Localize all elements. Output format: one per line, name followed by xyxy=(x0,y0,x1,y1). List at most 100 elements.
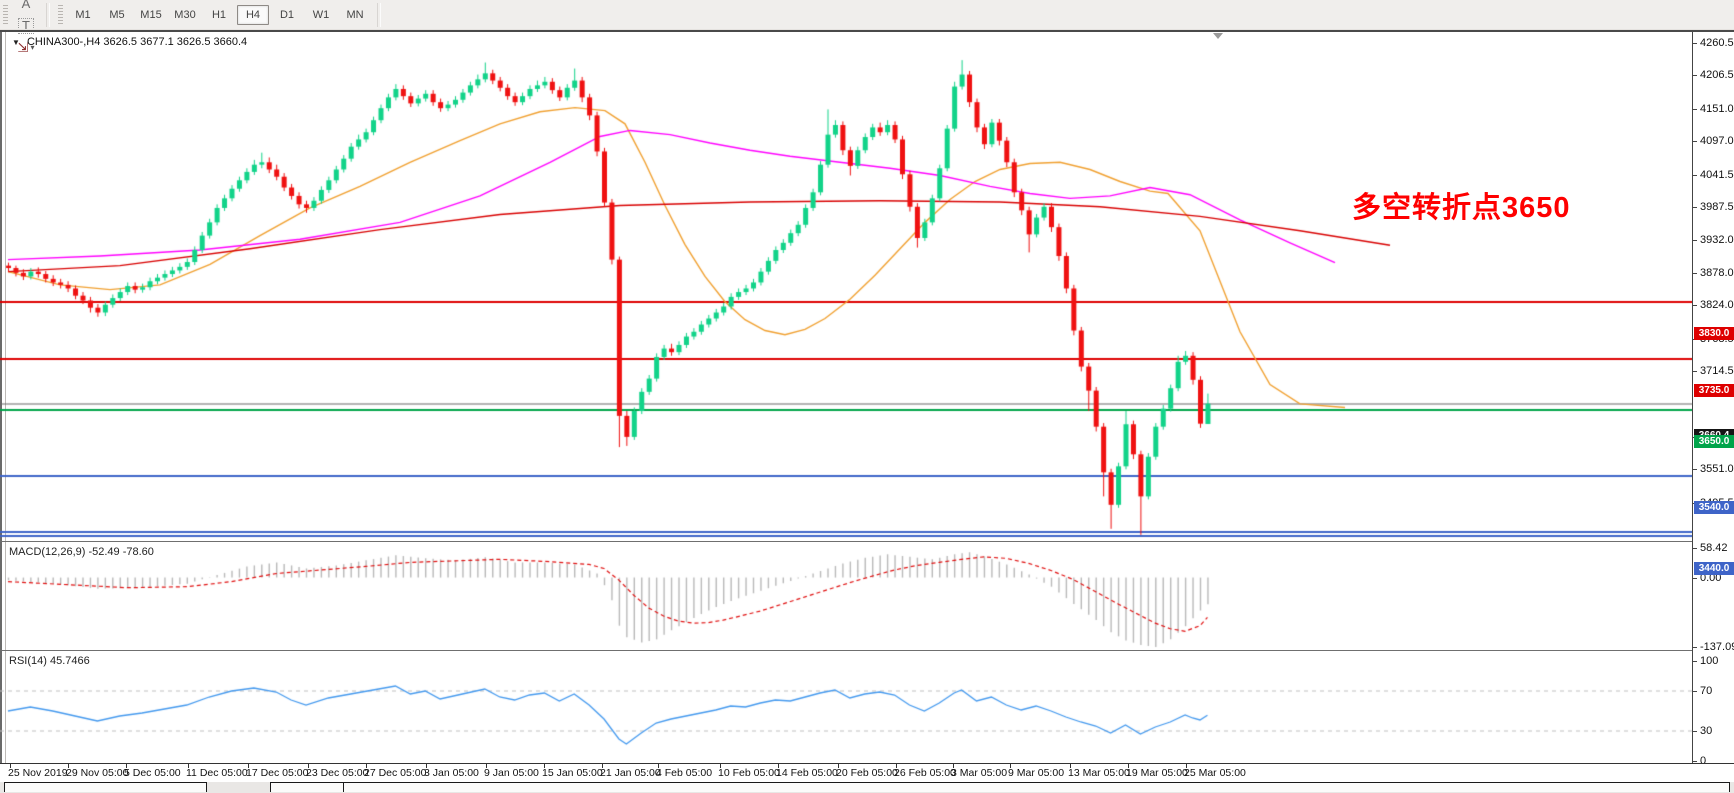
rsi-indicator-label: RSI(14) 45.7466 xyxy=(9,655,90,667)
time-tick-mark xyxy=(366,764,367,768)
time-label: 4 Feb 05:00 xyxy=(656,767,713,779)
timeframe-button-h4[interactable]: H4 xyxy=(237,4,269,25)
scale-tick-mark xyxy=(1693,577,1697,579)
rsi-panel-separator[interactable] xyxy=(0,650,1734,651)
rsi-indicator-chart[interactable] xyxy=(0,651,1692,763)
timeframe-button-h1[interactable]: H1 xyxy=(211,8,227,21)
time-tick-mark xyxy=(10,764,11,768)
time-label: 10 Feb 05:00 xyxy=(718,767,780,779)
time-tick-mark xyxy=(838,764,839,768)
time-tick-mark xyxy=(778,764,779,768)
timeframe-button-m5[interactable]: M5 xyxy=(109,8,125,21)
price-tick-label: 3714.5 xyxy=(1700,365,1734,378)
time-label: 9 Mar 05:00 xyxy=(1008,767,1065,779)
time-tick-mark xyxy=(126,764,127,768)
rsi-tick-label: 30 xyxy=(1700,725,1713,737)
macd-tick-label: 58.42 xyxy=(1700,542,1728,554)
price-tick-label: 4151.0 xyxy=(1700,102,1734,115)
time-tick-mark xyxy=(1128,764,1129,768)
macd-indicator-label: MACD(12,26,9) -52.49 -78.60 xyxy=(9,546,154,558)
time-label: 26 Feb 05:00 xyxy=(894,767,956,779)
chart-window-top-border xyxy=(0,29,1734,32)
macd-tick-label: -137.09 xyxy=(1700,641,1734,653)
price-tick-label: 3551.0 xyxy=(1700,463,1734,476)
scale-tick-mark xyxy=(1693,272,1697,274)
scale-tick-mark xyxy=(1693,548,1697,549)
time-label: 27 Dec 05:00 xyxy=(364,767,427,779)
timeframe-button-m15[interactable]: M15 xyxy=(140,8,162,21)
time-label: 21 Jan 05:00 xyxy=(600,767,661,779)
time-label: 17 Dec 05:00 xyxy=(246,767,309,779)
rsi-tick-label: 100 xyxy=(1700,655,1719,667)
scale-tick-mark xyxy=(1693,207,1697,209)
scale-tick-mark xyxy=(1693,43,1697,44)
rsi-tick-label: 70 xyxy=(1700,685,1713,697)
toolbar-drag-handle-2[interactable] xyxy=(58,4,63,25)
price-scale[interactable]: 4260.5 4206.5 4151.0 4097.0 4041.5 3987.5 3932… xyxy=(1692,32,1734,767)
time-label: 25 Mar 05:00 xyxy=(1184,767,1246,779)
time-tick-mark xyxy=(953,764,954,768)
scale-tick-mark xyxy=(1693,141,1697,143)
background-window-edge[interactable] xyxy=(4,782,207,792)
scale-tick-mark xyxy=(1693,691,1697,692)
scale-tick-mark xyxy=(1693,75,1697,77)
chart-symbol-timeframe: CHINA300-,H4 xyxy=(26,36,101,48)
time-label: 3 Jan 05:00 xyxy=(424,767,479,779)
scale-tick-mark xyxy=(1693,305,1697,307)
price-tick-label: 4206.5 xyxy=(1700,69,1734,82)
price-level-badge: 3650.0 xyxy=(1694,435,1734,449)
time-label: 29 Nov 05:00 xyxy=(66,767,129,779)
toolbar-separator xyxy=(46,2,50,27)
bottom-windows-strip xyxy=(0,782,1734,793)
symbol-dropdown-icon[interactable]: ▼ xyxy=(12,38,20,47)
timeframe-button-w1[interactable]: W1 xyxy=(312,8,330,21)
chart-shift-marker-icon[interactable] xyxy=(1213,33,1223,39)
price-tick-label: 4260.5 xyxy=(1700,37,1734,49)
price-tick-label: 4097.0 xyxy=(1700,135,1734,148)
toolbar-drag-handle[interactable] xyxy=(3,4,8,25)
time-label: 5 Dec 05:00 xyxy=(124,767,181,779)
time-label: 3 Mar 05:00 xyxy=(951,767,1008,779)
time-tick-mark xyxy=(658,764,659,768)
price-tick-label: 3824.0 xyxy=(1700,299,1734,312)
price-level-badge: 3540.0 xyxy=(1694,501,1734,515)
timeframe-button-d1[interactable]: D1 xyxy=(279,8,295,21)
price-level-badge: 3830.0 xyxy=(1694,327,1734,341)
rsi-tick-label: 0 xyxy=(1700,755,1707,767)
timeframe-button-m30[interactable]: M30 xyxy=(174,8,196,21)
time-tick-mark xyxy=(188,764,189,768)
price-level-badge: 3440.0 xyxy=(1694,561,1734,575)
chart-ohlc-values: 3626.5 3677.1 3626.5 3660.4 xyxy=(103,36,248,48)
time-tick-mark xyxy=(896,764,897,768)
time-scale[interactable]: 25 Nov 2019 29 Nov 05:00 5 Dec 05:00 11 Dec… xyxy=(0,763,1734,783)
time-label: 20 Feb 05:00 xyxy=(836,767,898,779)
time-tick-mark xyxy=(248,764,249,768)
time-tick-mark xyxy=(602,764,603,768)
scale-tick-mark xyxy=(1693,661,1697,662)
price-level-badge: 3735.0 xyxy=(1694,384,1734,398)
timeframe-button-m1[interactable]: M1 xyxy=(75,8,91,21)
chart-text-annotation: 多空转折点3650 xyxy=(1352,192,1571,224)
price-tick-label: 3987.5 xyxy=(1700,201,1734,214)
time-label: 19 Mar 05:00 xyxy=(1126,767,1188,779)
time-label: 25 Nov 2019 xyxy=(8,767,68,779)
scale-tick-mark xyxy=(1693,647,1697,648)
scale-tick-mark xyxy=(1693,469,1697,471)
time-label: 15 Jan 05:00 xyxy=(542,767,603,779)
main-price-chart[interactable] xyxy=(0,32,1692,541)
time-tick-mark xyxy=(544,764,545,768)
time-tick-mark xyxy=(1010,764,1011,768)
text-tool-icon[interactable]: A xyxy=(21,0,31,11)
time-tick-mark xyxy=(486,764,487,768)
background-window-edge-2[interactable] xyxy=(270,782,1730,792)
price-tick-label: 4041.5 xyxy=(1700,168,1734,181)
background-window-divider xyxy=(343,782,344,792)
time-label: 13 Mar 05:00 xyxy=(1068,767,1130,779)
macd-panel-separator[interactable] xyxy=(0,541,1734,542)
time-tick-mark xyxy=(426,764,427,768)
macd-indicator-chart[interactable] xyxy=(0,542,1692,650)
timeframe-button-mn[interactable]: MN xyxy=(346,8,364,21)
price-tick-label: 3878.0 xyxy=(1700,266,1734,279)
macd-tick-label: 0.00 xyxy=(1700,571,1722,584)
